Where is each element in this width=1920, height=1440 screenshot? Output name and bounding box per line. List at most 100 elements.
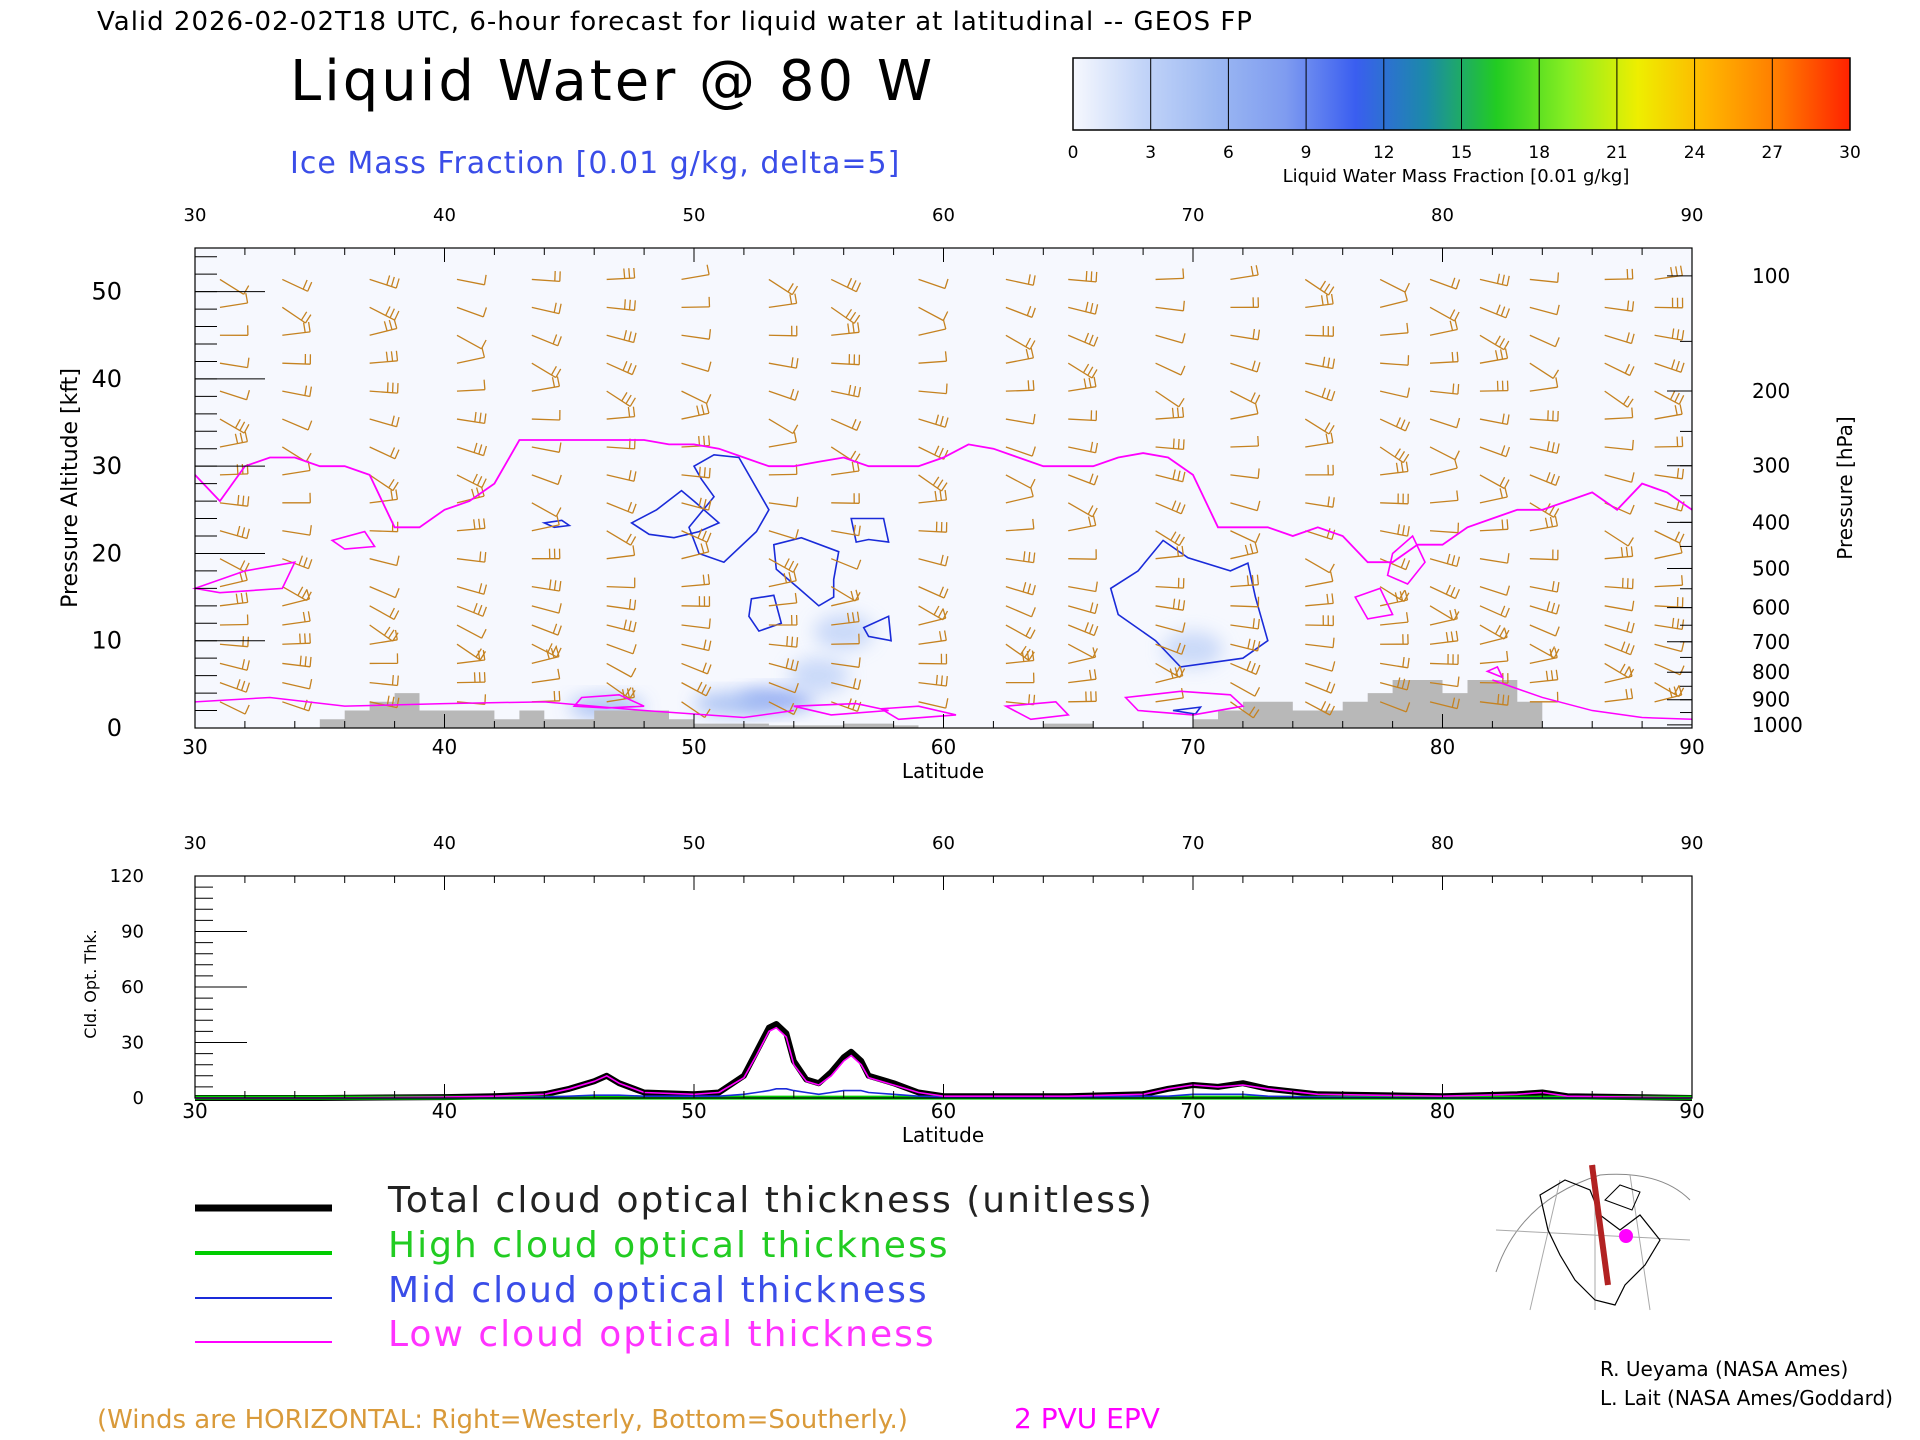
- wind-barb-feather: [1506, 275, 1510, 286]
- wind-barb-feather: [624, 687, 632, 697]
- wind-barb-staff: [1380, 470, 1408, 476]
- wind-barb-feather: [1082, 363, 1090, 374]
- wind-barb-feather: [1674, 392, 1680, 403]
- wind-barb-feather: [791, 285, 799, 296]
- wind-barb-staff: [1005, 585, 1033, 596]
- wind-barb-feather: [302, 279, 308, 290]
- wind-barb-feather: [383, 626, 391, 636]
- wind-barb-feather: [1398, 451, 1406, 461]
- wind-barb-feather: [628, 599, 632, 610]
- wind-barb-feather: [309, 386, 313, 397]
- wind-barb-feather: [1256, 641, 1261, 652]
- wind-barb-staff: [456, 306, 484, 318]
- wind-barb-feather: [939, 490, 943, 501]
- wind-barb-feather: [1172, 438, 1175, 449]
- wind-barb-feather: [307, 559, 313, 569]
- mid-optical-thickness-line: [195, 1088, 1692, 1099]
- wind-barb-feather: [1084, 332, 1090, 343]
- wind-barb-staff: [1529, 362, 1554, 379]
- wind-barb-feather: [299, 655, 302, 666]
- wind-barb-feather: [391, 675, 394, 686]
- wind-barb-feather: [707, 500, 712, 511]
- wind-barb-staff: [219, 418, 245, 434]
- wind-barb-feather: [395, 489, 399, 500]
- wind-barb-staff: [282, 278, 308, 292]
- wind-barb-feather: [789, 294, 793, 305]
- optical-frame: [194, 875, 1693, 1099]
- wind-barb-feather: [1085, 301, 1089, 312]
- wind-barb-feather: [1619, 663, 1626, 674]
- wind-barb-feather: [1456, 417, 1461, 428]
- wind-barb-feather: [855, 589, 860, 600]
- wind-barb-feather: [1453, 611, 1460, 621]
- wind-barb-feather: [706, 394, 712, 404]
- wind-barb-staff: [369, 306, 395, 321]
- y-tick-label: 30: [91, 452, 122, 480]
- wind-barb-feather: [1625, 643, 1631, 654]
- wind-barb-feather: [394, 310, 400, 321]
- wind-barb-staff: [1380, 332, 1409, 336]
- wind-barb-feather: [1629, 504, 1635, 515]
- wind-barb-feather: [1094, 603, 1099, 614]
- wind-barb-feather: [942, 311, 949, 321]
- wind-barb-feather: [631, 365, 637, 375]
- wind-barb-feather: [1177, 438, 1180, 450]
- wind-barb-feather: [300, 311, 308, 321]
- wind-barb-feather: [1620, 547, 1624, 558]
- wind-barb-feather: [1025, 627, 1032, 637]
- wind-barb-staff: [606, 682, 630, 700]
- wind-barb-feather: [628, 268, 631, 279]
- wind-barb-feather: [1557, 272, 1560, 283]
- wind-barb-feather: [390, 351, 394, 362]
- wind-barb-feather: [1681, 575, 1684, 586]
- cross-section-y-label: Pressure Altitude [kft]: [58, 368, 83, 608]
- wind-barb-feather: [852, 678, 857, 689]
- wind-barb-feather: [848, 384, 852, 396]
- wind-barb-staff: [830, 306, 855, 324]
- wind-barb-staff: [1654, 643, 1682, 653]
- wind-barb-feather: [630, 536, 637, 546]
- ice-contour: [772, 536, 840, 607]
- x-tick-label: 40: [432, 1099, 457, 1123]
- wind-barb-feather: [1674, 405, 1678, 416]
- wind-barb-staff: [369, 418, 397, 428]
- wind-barb-feather: [706, 532, 712, 543]
- wind-barb-staff: [1380, 362, 1409, 366]
- wind-barb-feather: [1177, 599, 1181, 610]
- wind-barb-feather: [1181, 545, 1185, 556]
- wind-barb-feather: [945, 383, 948, 394]
- cross-section-panel: 3030404050506060707080809090010203040501…: [58, 205, 1857, 783]
- wind-barb-staff: [768, 278, 793, 296]
- wind-barb-feather: [857, 386, 862, 398]
- wind-barb-feather: [1400, 558, 1406, 568]
- wind-barb-staff: [531, 624, 559, 636]
- wind-barb-feather: [852, 322, 855, 333]
- wind-barb-feather: [1450, 277, 1456, 288]
- wind-barb-feather: [234, 418, 241, 429]
- wind-barb-feather: [628, 299, 631, 310]
- wind-barb-feather: [553, 302, 557, 313]
- x-tick-label-top: 50: [683, 205, 706, 226]
- wind-barb-feather: [394, 449, 400, 460]
- wind-barb-feather: [558, 603, 562, 614]
- wind-barb-staff: [369, 360, 398, 364]
- wind-barb-feather: [944, 351, 948, 362]
- wind-barb-feather: [1503, 627, 1508, 638]
- wind-barb-feather: [1495, 304, 1501, 315]
- y-tick-label: 30: [121, 1033, 144, 1054]
- wind-barb-feather: [1671, 328, 1675, 339]
- wind-barb-feather: [1502, 694, 1505, 705]
- low-cloud-contour: [1003, 700, 1070, 721]
- wind-barb-feather: [395, 278, 400, 289]
- x-tick-label-top: 90: [1681, 205, 1704, 226]
- wind-barb-feather: [623, 299, 626, 310]
- x-tick-label-top: 40: [433, 833, 456, 854]
- wind-barb-feather: [1031, 650, 1035, 661]
- wind-barb-feather: [555, 368, 562, 378]
- wind-barb-feather: [1181, 622, 1186, 633]
- wind-barb-feather: [625, 533, 632, 543]
- wind-barb-staff: [1529, 558, 1558, 561]
- low-cloud-contour: [1354, 587, 1394, 620]
- wind-barb-feather: [301, 588, 308, 599]
- wind-barb-staff: [918, 306, 944, 322]
